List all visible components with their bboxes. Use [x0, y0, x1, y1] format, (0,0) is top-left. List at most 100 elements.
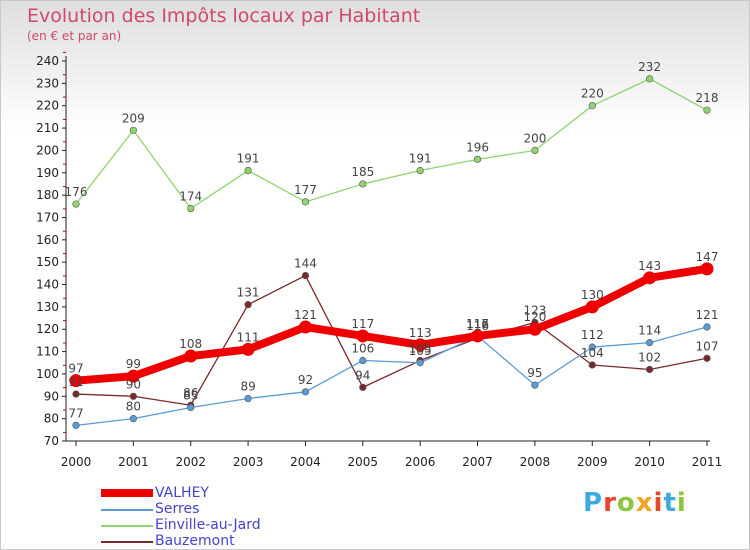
data-point [416, 359, 424, 367]
data-label: 85 [183, 388, 198, 402]
y-tick-label: 190 [36, 166, 59, 180]
data-label: 99 [126, 357, 141, 371]
y-tick-label: 130 [36, 300, 59, 314]
data-label: 121 [696, 308, 719, 322]
data-point [129, 126, 137, 134]
logo-letter: t [663, 488, 677, 518]
data-point [585, 300, 599, 314]
logo-letter: o [616, 488, 636, 518]
data-label: 89 [240, 380, 255, 394]
x-tick-label: 2007 [462, 455, 493, 469]
data-label: 108 [179, 337, 202, 351]
chart-subtitle: (en € et par an) [27, 29, 122, 43]
legend-item: Serres [101, 501, 401, 517]
proxiti-logo: Proxiti [583, 488, 687, 518]
data-point [69, 374, 83, 388]
data-label: 121 [294, 308, 317, 322]
data-label: 106 [351, 342, 374, 356]
x-tick-label: 2006 [405, 455, 436, 469]
data-label: 77 [68, 406, 83, 420]
y-tick-label: 80 [44, 412, 59, 426]
data-label: 92 [298, 373, 313, 387]
data-point [646, 75, 654, 83]
data-label: 116 [466, 319, 489, 333]
data-label: 196 [466, 140, 489, 154]
chart-title: Evolution des Impôts locaux par Habitant [27, 5, 421, 27]
data-point [187, 403, 195, 412]
data-point [471, 329, 485, 343]
data-label: 147 [696, 250, 719, 264]
data-point [298, 320, 312, 334]
series-line-serres [75, 326, 708, 426]
y-tick-label: 210 [36, 121, 59, 135]
y-tick-label: 220 [36, 99, 59, 113]
x-tick-label: 2011 [692, 455, 723, 469]
data-point [187, 204, 195, 213]
legend-item: Einville-au-Jard [101, 517, 401, 533]
y-tick-label: 140 [36, 278, 59, 292]
data-label: 111 [237, 330, 260, 344]
x-tick-label: 2002 [175, 455, 206, 469]
data-label: 117 [351, 317, 374, 331]
data-point [643, 271, 657, 285]
legend-label: Bauzemont [155, 533, 235, 549]
data-label: 105 [409, 344, 432, 358]
data-point [703, 323, 711, 331]
data-label: 91 [68, 375, 83, 389]
data-label: 177 [294, 183, 317, 197]
data-label: 130 [581, 288, 604, 302]
y-tick-label: 240 [36, 54, 59, 68]
data-label: 97 [68, 362, 83, 376]
data-label: 185 [351, 165, 374, 179]
data-point [646, 339, 654, 347]
series-line-bauzemont [75, 274, 708, 406]
data-point [72, 390, 80, 398]
data-point [72, 421, 80, 429]
data-point [244, 301, 252, 309]
logo-letter: i [676, 488, 687, 518]
data-point [588, 102, 596, 110]
y-tick-label: 90 [44, 389, 59, 403]
data-point [301, 198, 310, 206]
data-point [473, 155, 482, 163]
data-point [416, 166, 424, 175]
data-point [184, 349, 198, 363]
logo-letter: r [603, 488, 617, 518]
y-tick-label: 120 [36, 322, 59, 336]
data-label: 218 [696, 91, 719, 105]
series-line-einville-au-jard [75, 78, 708, 210]
x-tick-label: 2000 [61, 455, 92, 469]
legend-swatch [101, 541, 153, 543]
x-tick-label: 2003 [233, 455, 264, 469]
data-point [359, 356, 367, 365]
data-label: 113 [409, 326, 432, 340]
data-label: 176 [65, 185, 88, 199]
y-tick-label: 110 [36, 345, 59, 359]
data-point [129, 392, 137, 400]
data-label: 131 [237, 286, 260, 300]
data-point [241, 342, 255, 356]
series-line-valhey [75, 264, 708, 385]
data-point [301, 388, 310, 396]
y-tick-label: 150 [36, 255, 59, 269]
data-label: 232 [638, 60, 661, 74]
data-label: 80 [126, 400, 141, 414]
data-point [359, 383, 367, 391]
data-label: 114 [638, 324, 661, 338]
logo-letter: x [635, 488, 654, 518]
data-point [528, 322, 542, 336]
data-label: 120 [523, 310, 546, 324]
x-tick-label: 2008 [520, 455, 551, 469]
data-label: 94 [355, 368, 370, 382]
legend-item: VALHEY [101, 485, 401, 501]
y-tick-label: 180 [36, 188, 59, 202]
data-label: 116 [466, 317, 489, 331]
logo-letter: i [653, 488, 664, 518]
data-label: 200 [523, 131, 546, 145]
x-tick-label: 2004 [290, 455, 321, 469]
data-point [126, 369, 140, 383]
data-point [703, 106, 711, 114]
data-point [413, 338, 427, 352]
data-label: 123 [523, 304, 546, 318]
